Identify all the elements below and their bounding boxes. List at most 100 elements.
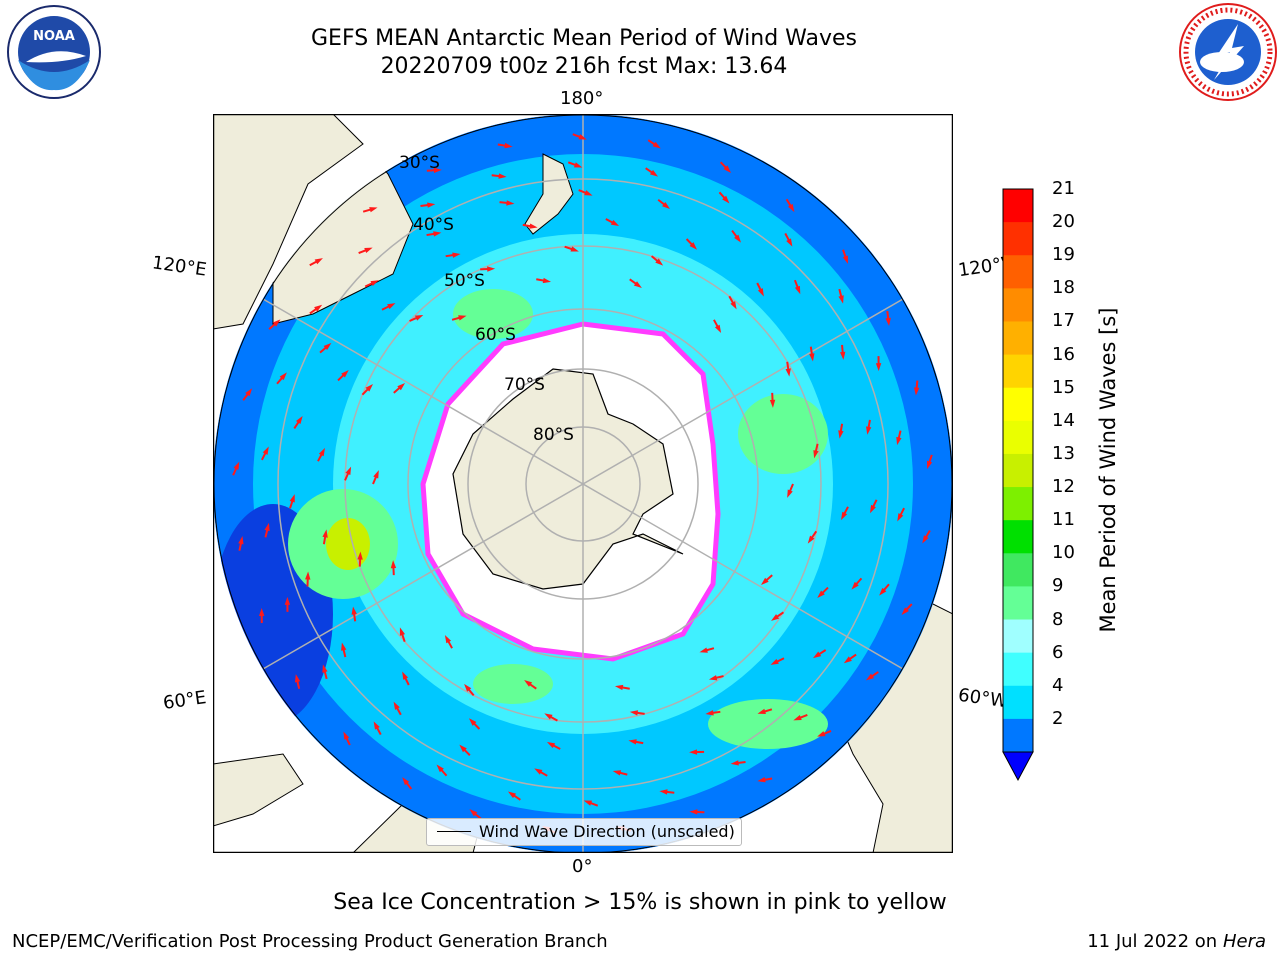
wind-arrow-head xyxy=(427,202,436,208)
wind-arrow-head xyxy=(629,710,639,716)
wind-arrow-head xyxy=(851,581,859,590)
wind-arrow-head xyxy=(875,363,882,372)
wind-arrow-head xyxy=(295,415,303,425)
colorbar xyxy=(1002,188,1034,782)
wind-arrow-head xyxy=(272,319,281,327)
wind-arrow-head xyxy=(542,277,552,284)
wind-arrow-head xyxy=(612,770,622,776)
wind-arrow-head xyxy=(786,238,793,247)
wind-arrow-head xyxy=(458,315,467,321)
colorbar-tick-label: 11 xyxy=(1052,509,1075,531)
wind-arrow-head xyxy=(817,731,826,737)
wind-arrow-head xyxy=(649,169,659,177)
colorbar-tick-label: 6 xyxy=(1052,641,1064,663)
lat-label-30s: 30°S xyxy=(399,153,440,173)
wind-arrow-head xyxy=(838,295,844,304)
colorbar-under-triangle xyxy=(1002,751,1034,782)
wind-arrow-head xyxy=(633,281,642,289)
wind-arrow-head xyxy=(364,247,373,253)
colorbar-tick-label: 4 xyxy=(1052,674,1064,696)
wind-arrow-head xyxy=(345,466,352,476)
wind-arrow-head xyxy=(807,535,815,544)
wind-arrow-head xyxy=(289,494,295,503)
wind-arrow-head xyxy=(506,200,515,206)
wind-arrow-head xyxy=(769,399,776,408)
wind-arrow-head xyxy=(662,201,671,209)
wind-arrow-head xyxy=(529,223,538,229)
lon-label-60e: 60°E xyxy=(161,687,208,714)
colorbar-cell xyxy=(1003,255,1033,289)
footer-date: 11 Jul 2022 on Hera xyxy=(1087,931,1266,952)
wind-arrow-head xyxy=(468,718,477,726)
colorbar-cell xyxy=(1003,453,1033,488)
lat-label-60s: 60°S xyxy=(475,325,516,345)
wind-arrow-head xyxy=(238,535,244,545)
wind-arrow-head xyxy=(245,388,253,397)
graticule xyxy=(213,114,953,853)
wind-arrow-head xyxy=(760,577,769,586)
wind-arrow-head xyxy=(897,513,904,522)
wind-arrow-head xyxy=(357,551,363,560)
wind-arrow-head xyxy=(341,642,347,651)
wind-arrow-head xyxy=(628,739,637,745)
wind-arrow-head xyxy=(689,749,698,755)
wind-arrow-head xyxy=(787,489,793,498)
colorbar-tick-label: 13 xyxy=(1052,442,1075,464)
wind-arrow-head xyxy=(351,606,357,615)
wind-arrow-head xyxy=(794,285,801,295)
wind-arrow-head xyxy=(305,571,311,580)
wind-arrow-head xyxy=(655,258,664,266)
wind-arrow-head xyxy=(507,791,517,799)
noaa-logo: NOAA xyxy=(7,5,101,99)
wind-arrow-head xyxy=(813,651,822,659)
wind-arrow-head xyxy=(865,673,875,681)
wind-arrow-head xyxy=(373,470,379,479)
lat-label-70s: 70°S xyxy=(504,375,545,395)
wind-arrow-head xyxy=(922,535,929,544)
wind-arrow-head xyxy=(452,252,461,258)
colorbar-tick-label: 17 xyxy=(1052,310,1075,332)
wind-wave-arrows xyxy=(232,133,933,834)
colorbar-cell xyxy=(1003,288,1033,322)
wind-arrow-head xyxy=(927,460,933,470)
legend-label: Wind Wave Direction (unscaled) xyxy=(479,822,735,841)
wind-arrow-head xyxy=(279,372,287,381)
wind-arrow-head xyxy=(534,768,543,775)
colorbar-cell xyxy=(1003,222,1033,256)
wind-arrow-head xyxy=(369,207,378,213)
wind-arrow-head xyxy=(870,504,876,514)
colorbar-cell xyxy=(1003,718,1033,753)
wind-arrow-head xyxy=(757,777,766,783)
wind-arrow-head xyxy=(402,671,409,680)
colorbar-tick-label: 20 xyxy=(1052,211,1075,233)
wind-arrow-head xyxy=(546,742,556,749)
wind-arrow-head xyxy=(879,587,887,596)
wind-arrow-head xyxy=(757,288,764,297)
wind-arrow-head xyxy=(233,461,240,470)
wind-arrow-head xyxy=(842,255,848,264)
chart-title: GEFS MEAN Antarctic Mean Period of Wind … xyxy=(311,26,857,51)
colorbar-cell xyxy=(1003,189,1033,223)
wind-arrow-head xyxy=(459,744,467,753)
wind-arrow-head xyxy=(723,165,732,174)
colorbar-cell xyxy=(1003,520,1033,554)
footer-organization: NCEP/EMC/Verification Post Processing Pr… xyxy=(12,931,608,952)
wind-arrow-head xyxy=(714,324,722,333)
wind-arrow-head xyxy=(787,203,795,213)
wind-arrow-head xyxy=(866,426,872,435)
wind-arrow-head xyxy=(464,683,472,692)
wind-arrow-head xyxy=(469,809,478,817)
map-legend: Wind Wave Direction (unscaled) xyxy=(426,818,742,846)
wind-arrow-head xyxy=(343,731,350,740)
wind-arrow-head xyxy=(584,190,593,196)
wind-arrow-head xyxy=(370,280,379,286)
wind-arrow-head xyxy=(504,142,513,149)
colorbar-label: Mean Period of Wind Waves [s] xyxy=(1096,307,1120,633)
colorbar-tick-label: 9 xyxy=(1052,575,1064,597)
wind-arrow-head xyxy=(262,446,269,455)
wind-arrow-head xyxy=(390,560,397,569)
colorbar-cell xyxy=(1003,652,1033,687)
wind-arrow-head xyxy=(393,701,400,710)
wind-arrow-head xyxy=(843,656,852,664)
wind-arrow-head xyxy=(705,710,714,716)
